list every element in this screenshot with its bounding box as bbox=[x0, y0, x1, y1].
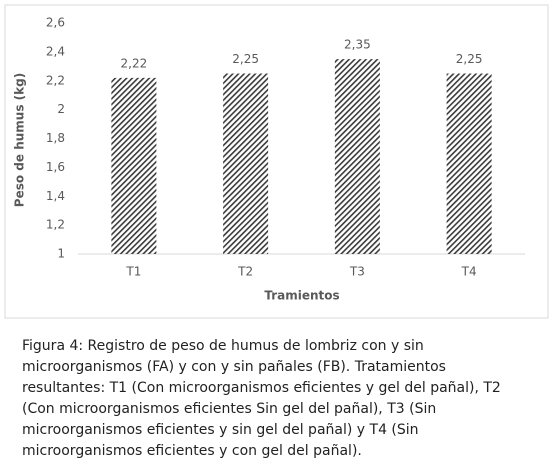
y-tick-label: 1,8 bbox=[46, 131, 65, 145]
y-tick-label: 1,4 bbox=[46, 189, 65, 203]
x-tick-label: T2 bbox=[237, 265, 253, 279]
y-tick-label: 2,4 bbox=[46, 44, 65, 58]
value-label: 2,25 bbox=[456, 52, 483, 66]
y-tick-label: 2 bbox=[57, 102, 65, 116]
x-axis-title: Tramientos bbox=[264, 289, 339, 303]
caption-text: Registro de peso de humus de lombriz con… bbox=[22, 338, 501, 459]
bar bbox=[111, 77, 157, 254]
y-tick-label: 1,2 bbox=[46, 218, 65, 232]
bar bbox=[334, 59, 380, 254]
y-axis-title: Peso de humus (kg) bbox=[13, 73, 27, 207]
chart-border bbox=[4, 4, 549, 319]
x-tick-label: T1 bbox=[125, 265, 141, 279]
caption: Figura 4: Registro de peso de humus de l… bbox=[22, 336, 522, 462]
caption-label: Figura 4: bbox=[22, 338, 84, 354]
bar bbox=[446, 73, 492, 254]
value-label: 2,22 bbox=[121, 56, 148, 70]
chart: Peso de humus (kg) Tramientos 1 1,2 1,4 1,6… bbox=[4, 4, 549, 319]
y-tick-label: 1,6 bbox=[46, 160, 65, 174]
y-tick-label: 2,2 bbox=[46, 73, 65, 87]
value-label: 2,25 bbox=[232, 52, 259, 66]
x-tick-label: T3 bbox=[349, 265, 365, 279]
x-tick-label: T4 bbox=[461, 265, 477, 279]
y-tick-label: 2,6 bbox=[46, 16, 65, 30]
bar bbox=[223, 73, 269, 254]
value-label: 2,35 bbox=[344, 38, 371, 52]
y-tick-label: 1 bbox=[57, 247, 65, 261]
